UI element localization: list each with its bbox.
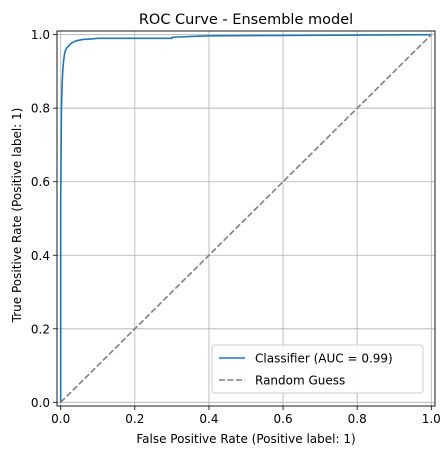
x-tick-label: 1.0 [422,412,441,426]
x-tick-label: 0.2 [125,412,144,426]
y-tick-label: 0.0 [31,396,50,410]
legend-label: Classifier (AUC = 0.99) [255,352,393,366]
y-tick-label: 0.2 [31,322,50,336]
y-axis-label: True Positive Rate (Positive label: 1) [10,108,24,324]
chart-title: ROC Curve - Ensemble model [139,12,353,28]
x-tick-label: 0.8 [348,412,367,426]
tick-layer: 0.0 0.2 0.4 0.6 0.8 1.0 0.0 0.2 0.4 0.6 0.8 1.0 [31,28,441,426]
x-tick-label: 0.0 [51,412,70,426]
x-tick-label: 0.4 [199,412,218,426]
plot-frame [56,30,436,407]
legend-box [211,344,424,394]
y-tick-label: 0.6 [31,175,50,189]
series-layer [59,33,432,403]
grid [57,31,435,406]
legend-label: Random Guess [255,374,345,388]
y-tick-label: 0.8 [31,102,50,116]
classifier-roc-line [59,33,432,403]
x-axis-label: False Positive Rate (Positive label: 1) [136,432,355,446]
x-tick-label: 0.6 [274,412,293,426]
y-tick-label: 0.4 [31,249,50,263]
random-guess-line [60,34,432,403]
y-tick-label: 1.0 [31,28,50,42]
legend: Classifier (AUC = 0.99) Random Guess [211,344,424,394]
